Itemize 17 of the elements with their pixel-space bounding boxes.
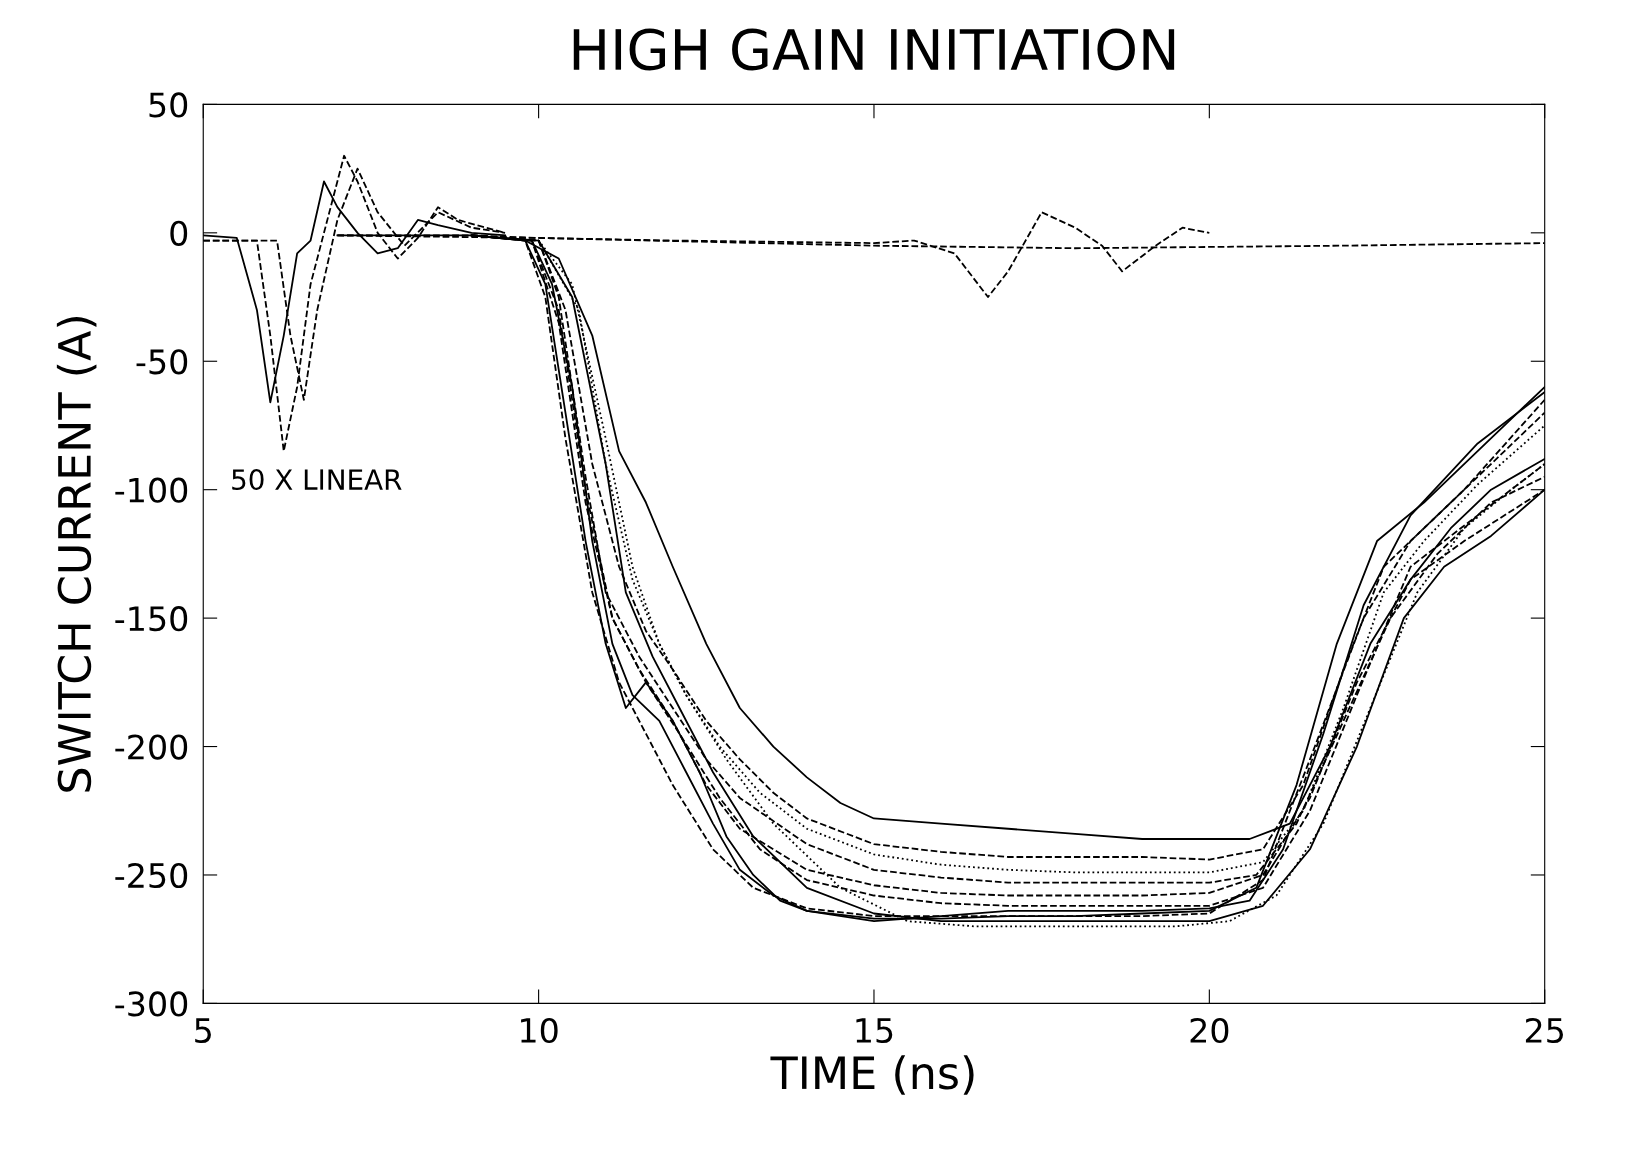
y-tick-label: 50 — [149, 92, 188, 118]
y-tick-label: 0 — [170, 220, 188, 246]
y-axis-title: SWITCH CURRENT (A) — [56, 317, 97, 792]
x-tick-label: 10 — [521, 1017, 558, 1044]
x-tick-label: 15 — [856, 1018, 893, 1044]
y-tick-label: -200 — [115, 734, 188, 760]
y-tick-label: -100 — [115, 477, 188, 503]
x-axis-title: TIME (ns) — [770, 1055, 974, 1095]
x-tick-label: 25 — [1525, 1017, 1563, 1044]
y-tick-label: -150 — [115, 606, 188, 632]
y-tick-label: -50 — [136, 349, 188, 375]
chart-title: HIGH GAIN INITIATION — [573, 28, 1175, 71]
y-tick-label: -300 — [115, 991, 188, 1017]
y-tick-label: -250 — [115, 862, 188, 889]
x-tick-label: 20 — [1190, 1017, 1229, 1044]
x-tick-label: 5 — [195, 1018, 211, 1044]
annotation: 50 X LINEAR — [232, 469, 402, 491]
